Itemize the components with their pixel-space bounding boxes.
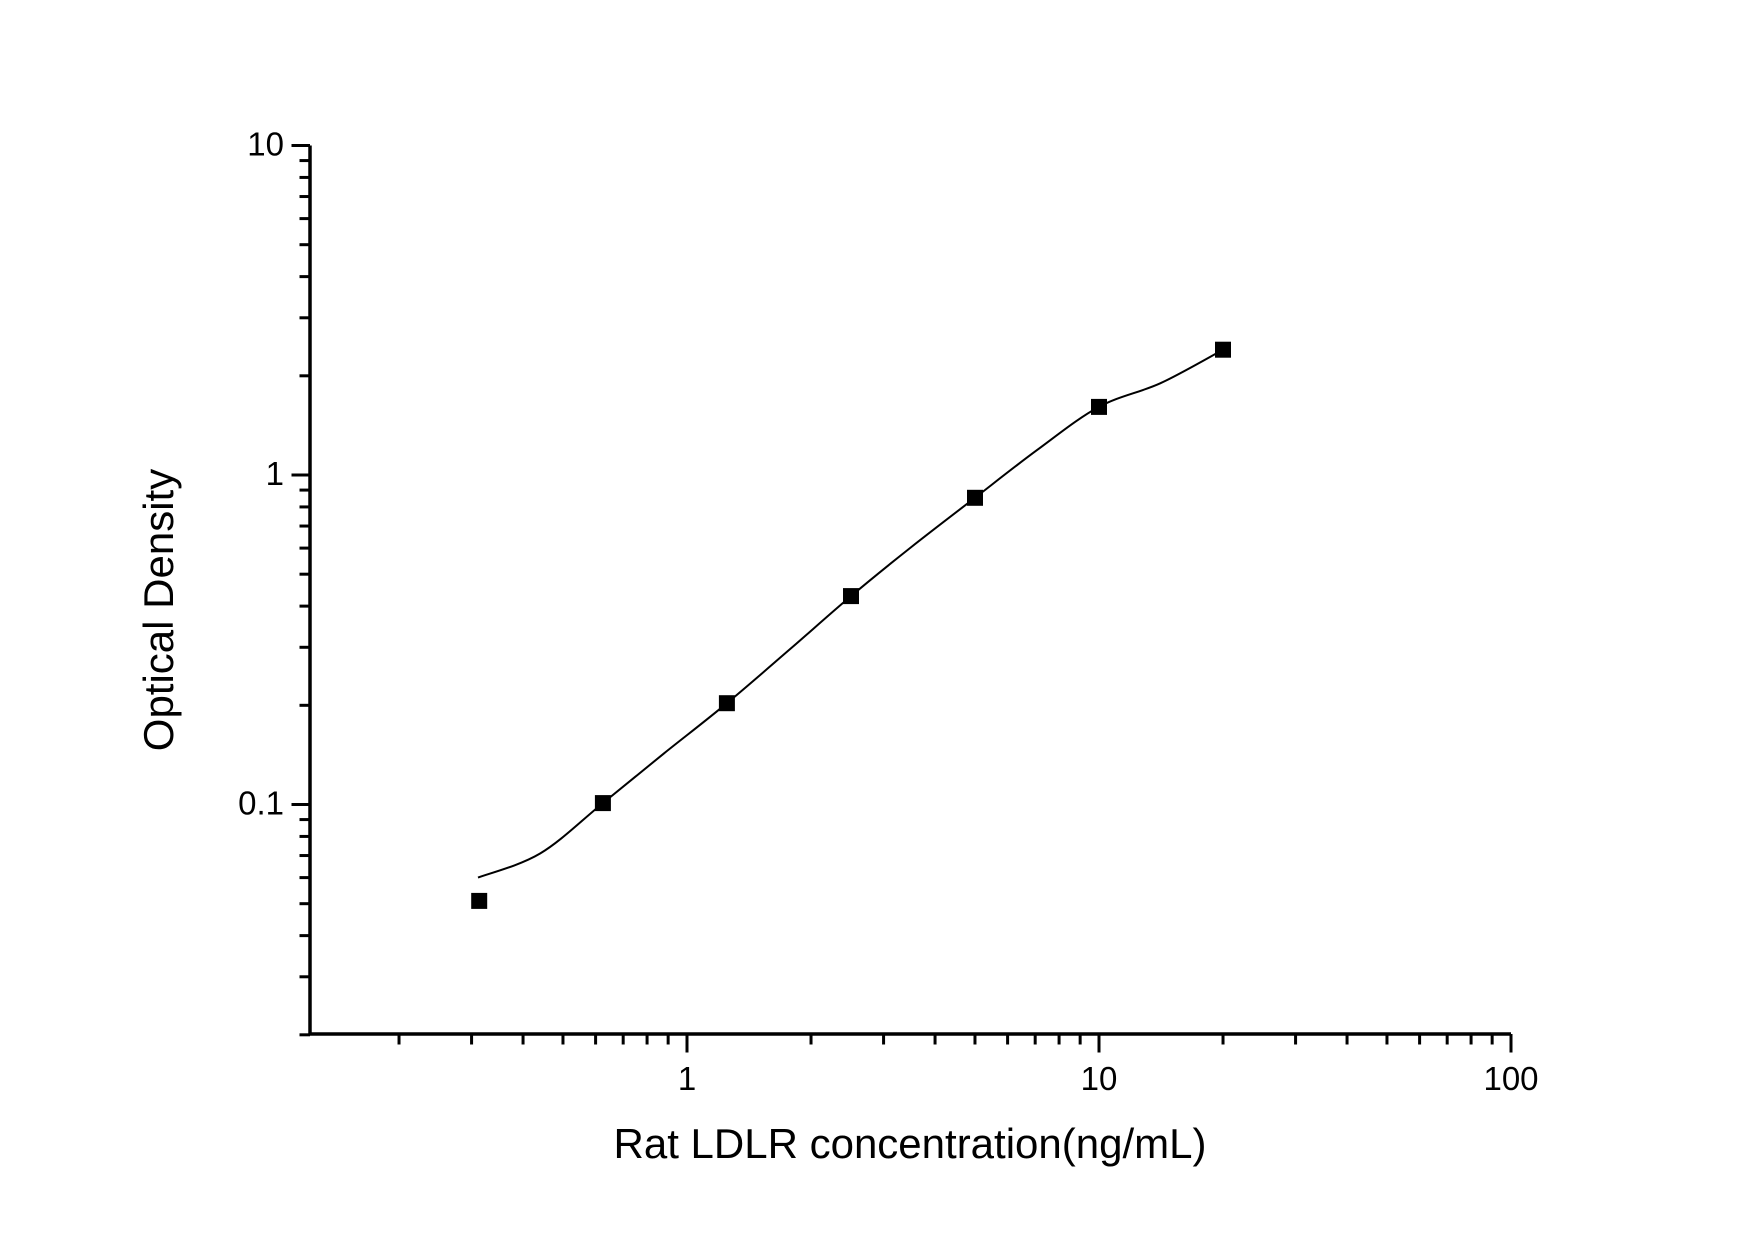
x-axis-title: Rat LDLR concentration(ng/mL) xyxy=(614,1120,1207,1167)
plot-area: 1 10 100 10 1 0.1 xyxy=(238,126,1538,1098)
y-tick-label: 10 xyxy=(247,126,284,163)
data-point-marker xyxy=(471,892,488,909)
data-point-marker xyxy=(1215,341,1231,358)
y-tick-label: 1 xyxy=(266,455,284,492)
data-point-marker xyxy=(594,795,611,812)
y-axis-ticks xyxy=(291,144,310,1037)
axis-lines xyxy=(308,145,1511,1036)
data-point-marker xyxy=(1091,398,1107,415)
x-tick-label: 10 xyxy=(1081,1060,1118,1097)
data-point-marker xyxy=(718,695,735,712)
y-axis-title: Optical Density xyxy=(135,469,182,751)
data-point-marker xyxy=(967,489,983,506)
data-point-marker xyxy=(843,588,859,605)
x-axis-ticks xyxy=(397,1034,1513,1053)
y-tick-label: 0.1 xyxy=(238,785,284,822)
fit-curve-line xyxy=(477,348,1224,879)
x-tick-label: 100 xyxy=(1483,1060,1538,1097)
x-tick-label: 1 xyxy=(678,1060,696,1097)
data-point-markers xyxy=(471,341,1231,909)
